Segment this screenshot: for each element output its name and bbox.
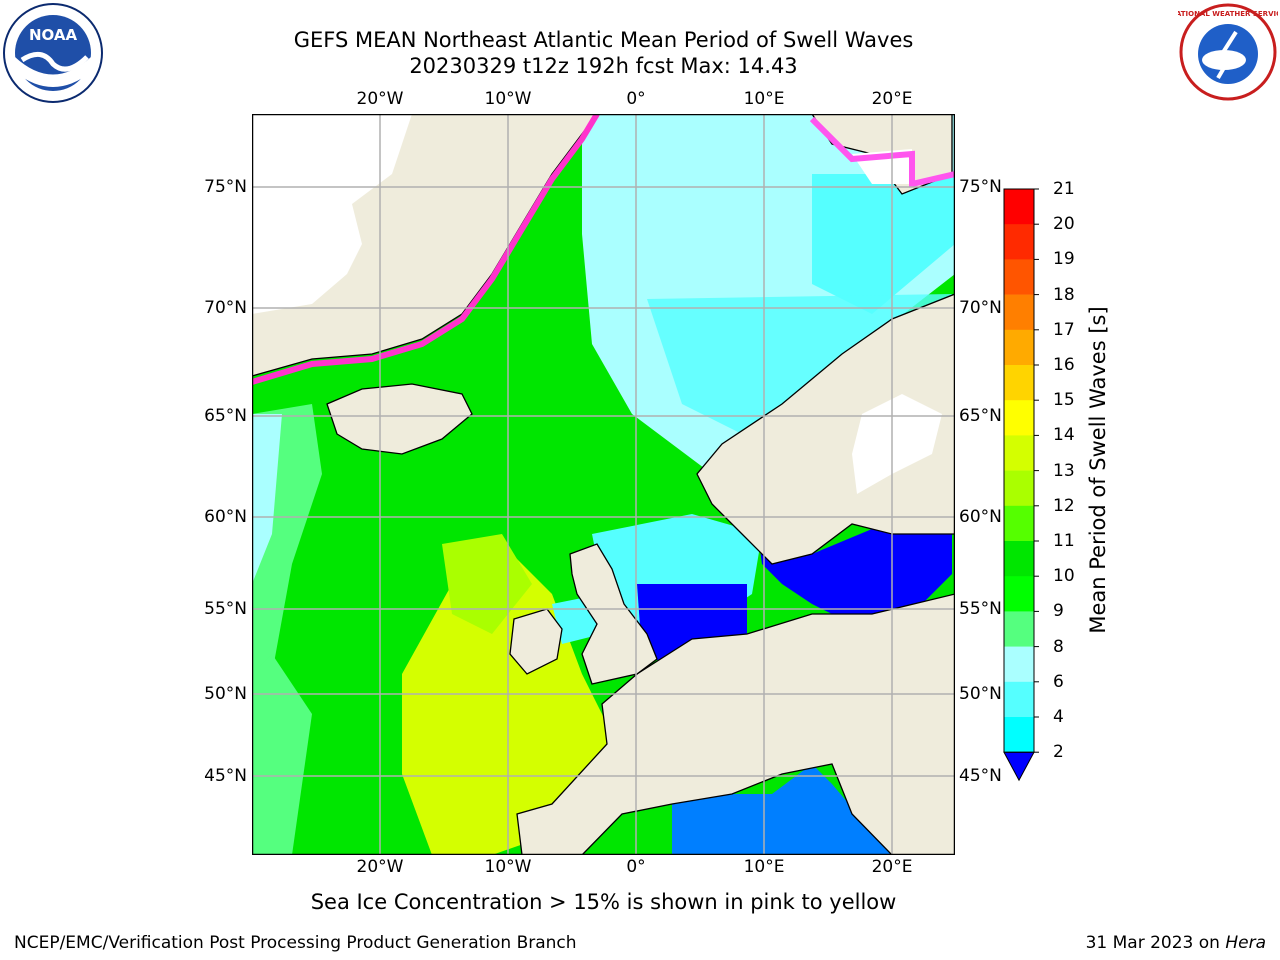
- lat-tick-left: 50°N: [204, 684, 247, 704]
- lon-tick-bottom: 10°E: [743, 857, 785, 877]
- colorbar-segment: [1004, 365, 1034, 401]
- colorbar-tick: 19: [1053, 249, 1075, 270]
- lon-tick-bottom: 10°W: [484, 857, 532, 877]
- lon-tick-bottom: 0°: [626, 857, 646, 877]
- scandinavia-land: [696, 293, 955, 565]
- colorbar-tick: 17: [1053, 319, 1075, 340]
- lon-tick-top: 20°E: [871, 89, 913, 109]
- map-subtitle: 20230329 t12z 192h fcst Max: 14.43: [409, 54, 798, 78]
- colorbar-segment: [1004, 189, 1034, 225]
- noaa-logo-text: NOAA: [29, 26, 78, 44]
- graticule: [252, 114, 955, 855]
- lat-tick-left: 55°N: [204, 599, 247, 619]
- iceland-land: [326, 383, 473, 455]
- lat-tick-left: 45°N: [204, 766, 247, 786]
- colorbar-tick: 12: [1053, 495, 1075, 516]
- nws-logo-text: NATIONAL WEATHER SERVICE: [1178, 10, 1278, 18]
- lat-tick-right: 65°N: [959, 406, 1002, 426]
- sea-ice-edge-svalbard: [809, 116, 955, 188]
- sea-ice-note: Sea Ice Concentration > 15% is shown in …: [310, 890, 897, 914]
- colorbar-tick: 6: [1053, 671, 1064, 692]
- footer-branch: NCEP/EMC/Verification Post Processing Pr…: [14, 933, 577, 953]
- colorbar-tick: 21: [1053, 179, 1075, 199]
- colorbar-segment: [1004, 224, 1034, 260]
- greenland-ice: [252, 114, 412, 314]
- colorbar-tick: 13: [1053, 460, 1075, 481]
- europe-land: [516, 593, 955, 855]
- colorbar-tick: 4: [1053, 707, 1064, 727]
- footer-date-text: 31 Mar 2023 on: [1085, 933, 1220, 953]
- footer-date: 31 Mar 2023 on Hera: [1086, 933, 1266, 953]
- colorbar-extend-arrow: [1003, 751, 1035, 782]
- lat-tick-right: 70°N: [959, 298, 1002, 318]
- lat-tick-right: 45°N: [959, 766, 1002, 786]
- colorbar-tick: 11: [1053, 531, 1075, 551]
- map-title: GEFS MEAN Northeast Atlantic Mean Period…: [293, 28, 914, 52]
- colorbar-segment: [1004, 611, 1034, 647]
- footer-machine: Hera: [1225, 933, 1266, 953]
- lat-tick-left: 70°N: [204, 298, 247, 318]
- colorbar-segment: [1004, 400, 1034, 436]
- lat-tick-right: 75°N: [959, 177, 1002, 197]
- bothnia-ice: [852, 394, 942, 494]
- colorbar-tick: 16: [1053, 355, 1075, 375]
- colorbar-segment: [1004, 259, 1034, 295]
- swell-zone-mediterranean: [672, 764, 892, 855]
- noaa-logo: NOAA: [3, 3, 103, 103]
- colorbar-segment: [1004, 435, 1034, 471]
- lon-tick-top: 10°E: [743, 89, 785, 109]
- map-panel: [252, 114, 955, 855]
- lat-tick-right: 55°N: [959, 599, 1002, 619]
- lat-tick-right: 60°N: [959, 507, 1002, 527]
- colorbar-segment: [1004, 329, 1034, 366]
- colorbar-tick: 8: [1053, 636, 1064, 657]
- colorbar-tick: 10: [1053, 566, 1075, 587]
- sea-ice-edge: [252, 114, 600, 385]
- colorbar-segment: [1004, 294, 1034, 331]
- colorbar-tick: 20: [1053, 214, 1075, 235]
- colorbar-segment: [1004, 576, 1034, 612]
- colorbar-label: Mean Period of Swell Waves [s]: [1086, 306, 1110, 634]
- colorbar-segment: [1004, 646, 1034, 683]
- lat-tick-left: 60°N: [204, 507, 247, 527]
- colorbar-tick: 2: [1053, 742, 1064, 763]
- colorbar-segment: [1004, 717, 1034, 753]
- lon-tick-top: 0°: [626, 89, 646, 109]
- lon-tick-bottom: 20°W: [356, 857, 404, 877]
- lon-tick-top: 20°W: [356, 89, 404, 109]
- lat-tick-right: 50°N: [959, 684, 1002, 704]
- swell-zone-6-8s: [812, 174, 955, 314]
- colorbar: [1003, 188, 1039, 782]
- colorbar-segment: [1004, 541, 1034, 577]
- colorbar-segment: [1004, 681, 1034, 718]
- nws-logo: NATIONAL WEATHER SERVICE: [1178, 3, 1278, 101]
- colorbar-tick: 15: [1053, 390, 1075, 411]
- lon-tick-bottom: 20°E: [871, 857, 913, 877]
- colorbar-segment: [1004, 505, 1034, 542]
- map-frame: [252, 114, 955, 855]
- swell-zone-9-10s-southwest: [252, 654, 312, 855]
- lat-tick-left: 75°N: [204, 177, 247, 197]
- lon-tick-top: 10°W: [484, 89, 532, 109]
- colorbar-tick: 9: [1053, 601, 1064, 622]
- colorbar-segment: [1004, 470, 1034, 507]
- colorbar-tick: 18: [1053, 284, 1075, 305]
- colorbar-tick: 14: [1053, 425, 1075, 446]
- swell-zone-8-9s-west: [252, 414, 282, 584]
- lat-tick-left: 65°N: [204, 406, 247, 426]
